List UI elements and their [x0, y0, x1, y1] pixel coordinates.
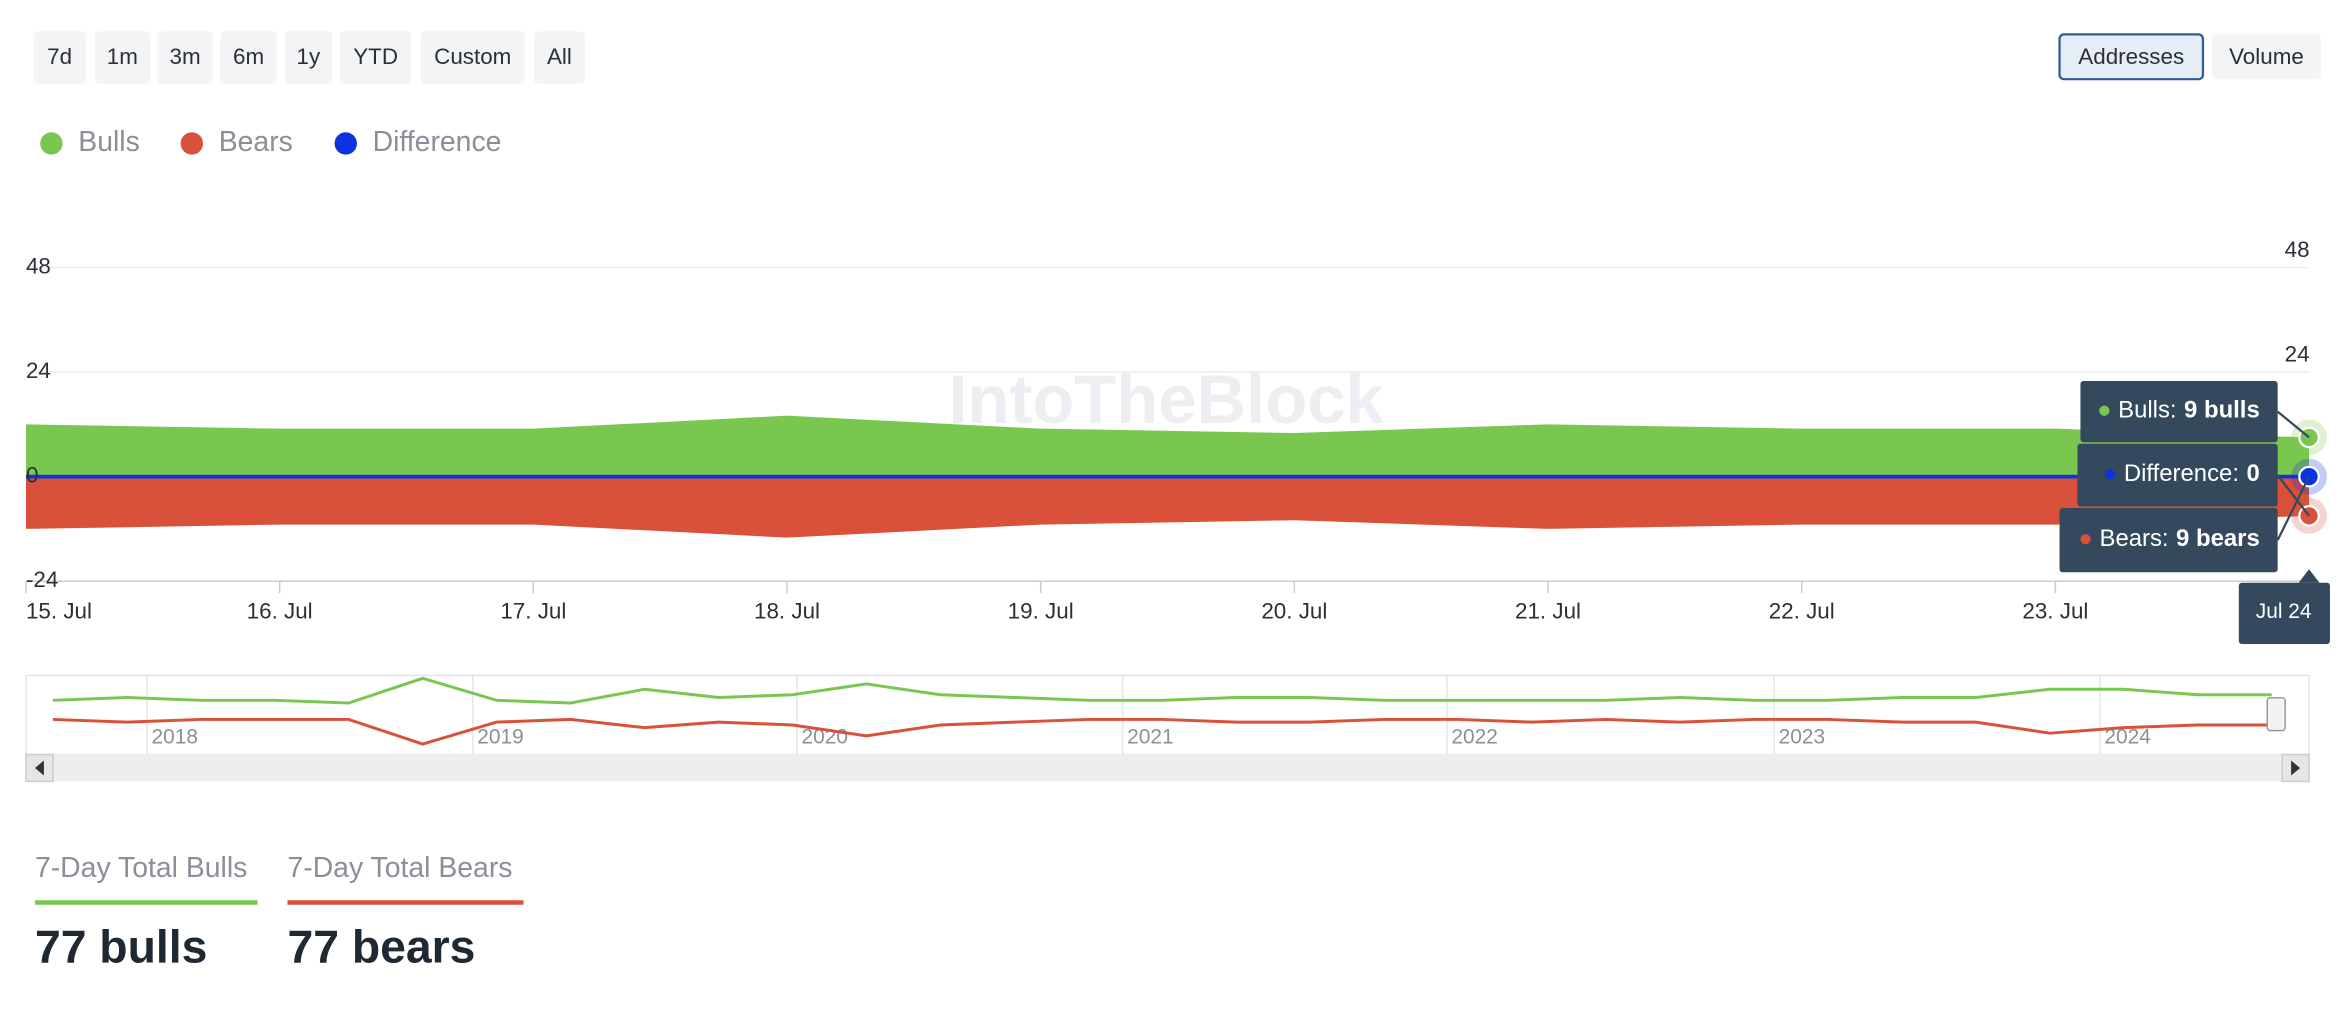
- tooltip-value: 0: [2246, 460, 2259, 487]
- range-button[interactable]: [284, 31, 333, 84]
- tooltip-label: Difference:: [2124, 460, 2239, 487]
- tooltip-connector: [2276, 410, 2310, 439]
- scroll-arrow: [2291, 760, 2301, 776]
- view-button-label[interactable]: Addresses: [2078, 44, 2184, 69]
- view-button[interactable]: [2211, 34, 2322, 80]
- view-button-label[interactable]: Volume: [2229, 44, 2304, 69]
- stat-label: 7-Day Total Bulls: [35, 852, 247, 884]
- navigator-year: 2021: [1127, 726, 1174, 749]
- x-tick-label: 20. Jul: [1261, 599, 1327, 624]
- range-button-label[interactable]: 3m: [170, 44, 201, 69]
- hover-marker: [2298, 505, 2320, 527]
- range-button[interactable]: [94, 31, 150, 84]
- stat-value: 77 bears: [287, 921, 475, 973]
- y-tick-label: 48: [26, 253, 51, 278]
- navigator: [25, 674, 2310, 756]
- tooltip-value: 9 bears: [2176, 525, 2260, 552]
- tooltip-dot: ●: [2097, 397, 2118, 424]
- x-tick-label: 22. Jul: [1769, 599, 1835, 624]
- tooltip-connector: [2276, 474, 2310, 517]
- range-button[interactable]: [420, 31, 526, 84]
- legend-marker: [334, 132, 357, 155]
- tooltip-dot: ●: [2103, 460, 2124, 487]
- range-button[interactable]: [339, 31, 412, 84]
- area: [25, 476, 2310, 538]
- range-button-label[interactable]: Custom: [434, 44, 511, 69]
- scroll-arrow: [34, 760, 44, 776]
- tooltip-label: Bulls:: [2118, 397, 2176, 424]
- navigator-line: [52, 676, 2272, 705]
- range-button-label[interactable]: 7d: [47, 44, 72, 69]
- y-tick-label: -24: [26, 567, 58, 592]
- x-tick-label: 15. Jul: [26, 599, 92, 624]
- legend-label[interactable]: Difference: [373, 126, 502, 158]
- tooltip-date-pointer: [2298, 569, 2320, 583]
- range-button-label[interactable]: 1y: [297, 44, 321, 69]
- navigator-year: 2023: [1779, 726, 1826, 749]
- range-button-label[interactable]: All: [547, 44, 572, 69]
- range-button[interactable]: [33, 31, 86, 84]
- tooltip-box: [2077, 443, 2278, 507]
- y2-tick-label: 48: [2285, 237, 2310, 262]
- tooltip-text: ● Bears: 9 bears: [2078, 525, 2259, 552]
- navigator-line: [52, 717, 2272, 746]
- tooltip-value: 9 bulls: [2184, 397, 2260, 424]
- x-tick-label: 19. Jul: [1008, 599, 1074, 624]
- stat-label: 7-Day Total Bears: [287, 852, 512, 884]
- tooltip-text: ● Difference: 0: [2103, 460, 2260, 487]
- tooltip-box: [2059, 508, 2278, 573]
- tooltip-date: Jul 24: [2256, 600, 2312, 623]
- legend-marker: [40, 132, 63, 155]
- stat-value: 77 bulls: [35, 921, 207, 973]
- x-tick-label: 23. Jul: [2022, 599, 2088, 624]
- tooltip-text: ● Bulls: 9 bulls: [2097, 397, 2260, 424]
- legend-label[interactable]: Bulls: [78, 126, 140, 158]
- navigator-year: 2022: [1451, 726, 1498, 749]
- x-tick-label: 18. Jul: [754, 599, 820, 624]
- range-button-label[interactable]: YTD: [353, 44, 398, 69]
- y2-tick-label: 24: [2285, 342, 2310, 367]
- hover-marker: [2298, 465, 2320, 488]
- y-tick-label: 24: [26, 358, 51, 383]
- x-tick-label: 16. Jul: [247, 599, 313, 624]
- navigator-handle[interactable]: [2266, 697, 2286, 732]
- navigator-year: 2024: [2104, 726, 2151, 749]
- tooltip-connector: [2276, 476, 2311, 541]
- navigator-year: 2018: [151, 726, 198, 749]
- tooltip-box: [2080, 381, 2278, 443]
- range-button[interactable]: [157, 31, 213, 84]
- legend-label[interactable]: Bears: [219, 126, 293, 158]
- tooltip-label: Bears:: [2100, 525, 2169, 552]
- legend-marker: [180, 132, 204, 155]
- x-tick-label: 17. Jul: [500, 599, 566, 624]
- range-button[interactable]: [220, 31, 278, 84]
- x-tick-label: 21. Jul: [1515, 599, 1581, 624]
- tooltip-dot: ●: [2078, 525, 2099, 552]
- range-button-label[interactable]: 1m: [107, 44, 138, 69]
- area: [25, 415, 2310, 477]
- scrollbar: [25, 754, 2310, 782]
- view-button[interactable]: [2058, 33, 2205, 81]
- y-tick-label: 0: [26, 463, 38, 488]
- tooltip-date-box: [2238, 582, 2330, 644]
- navigator-year: 2019: [477, 726, 524, 749]
- watermark: IntoTheBlock: [948, 361, 1384, 438]
- range-button[interactable]: [533, 31, 585, 84]
- range-button-label[interactable]: 6m: [233, 44, 264, 69]
